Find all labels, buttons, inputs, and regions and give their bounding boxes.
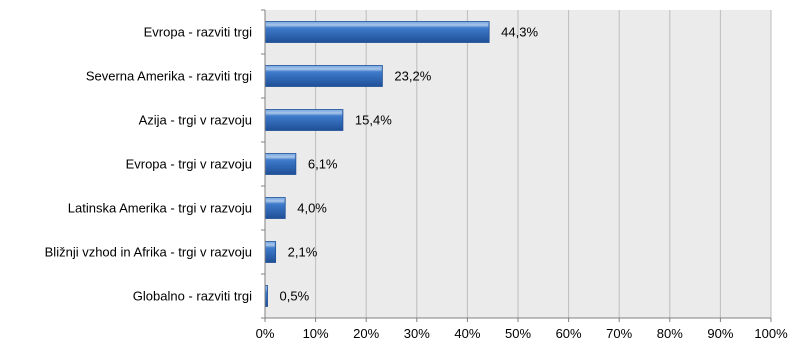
bars [264,21,490,307]
bar-highlight [266,287,267,291]
category-label: Bližnji vzhod in Afrika - trgi v razvoju [45,245,252,260]
x-tick-label: 40% [454,326,480,340]
x-tick-label: 80% [657,326,683,340]
category-label: Evropa - trgi v razvoju [126,157,252,172]
category-label: Azija - trgi v razvoju [139,113,252,128]
category-label: Globalno - razviti trgi [133,289,252,304]
data-label: 2,1% [288,245,318,260]
x-tick-label: 100% [754,326,788,340]
category-label: Severna Amerika - razviti trgi [86,69,252,84]
axes: 0% 10% 20% 30% 40% 50% 60% 70% 80% 90% 100% [256,9,788,341]
x-tick-label: 60% [556,326,582,340]
x-tick-label: 10% [303,326,329,340]
category-label: Latinska Amerika - trgi v razvoju [68,201,252,216]
x-tick-label: 50% [505,326,531,340]
bar-highlight [266,67,382,71]
category-label: Evropa - razviti trgi [144,25,252,40]
data-label: 44,3% [501,25,538,40]
bar-highlight [266,199,285,203]
data-label: 6,1% [308,157,338,172]
data-label: 15,4% [355,113,392,128]
bar-highlight [266,23,489,27]
gridlines [315,10,772,318]
data-label: 4,0% [297,201,327,216]
labels: Evropa - razviti trgi 44,3% Severna Amerik… [45,25,539,304]
x-tick-label: 0% [256,326,275,340]
bar-highlight [266,243,275,247]
x-tick-label: 30% [404,326,430,340]
bar-highlight [266,155,295,159]
x-tick-label: 70% [606,326,632,340]
data-label: 0,5% [280,289,310,304]
x-tick-label: 20% [353,326,379,340]
bar-highlight [266,111,342,115]
data-label: 23,2% [394,69,431,84]
x-tick-label: 90% [707,326,733,340]
